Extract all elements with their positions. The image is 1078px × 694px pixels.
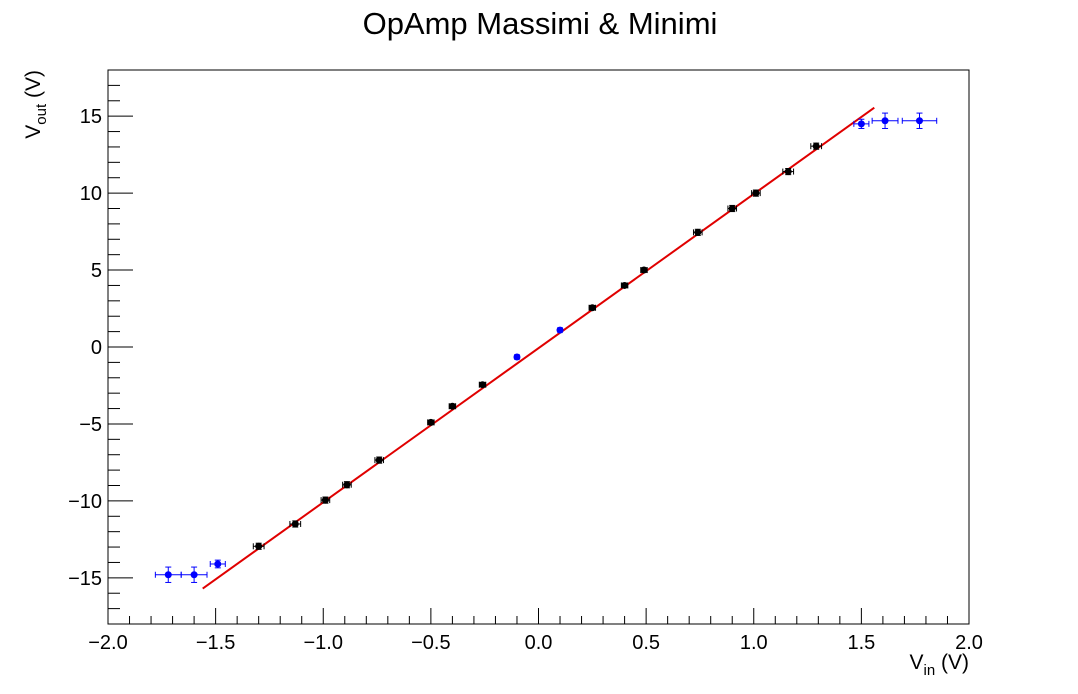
data-point — [556, 326, 564, 334]
marker — [881, 117, 889, 125]
marker — [291, 520, 299, 528]
marker — [190, 571, 198, 579]
data-point — [478, 381, 487, 389]
data-point — [154, 566, 182, 583]
data-point — [640, 266, 648, 274]
x-tick-label: −2.0 — [88, 632, 127, 654]
x-tick-label: −1.5 — [196, 632, 235, 654]
data-point — [374, 456, 385, 464]
marker — [812, 142, 820, 150]
x-tick-label: −0.5 — [411, 632, 450, 654]
marker — [321, 496, 329, 504]
y-axis-label-sub: out — [33, 103, 50, 125]
data-point — [180, 566, 208, 583]
marker — [640, 266, 648, 274]
data-point — [448, 402, 457, 410]
data-point — [513, 353, 521, 361]
y-axis-label: Vout (V) — [22, 70, 50, 139]
data-point — [209, 559, 226, 569]
marker — [164, 571, 172, 579]
marker — [621, 281, 629, 289]
x-axis-label-main: V — [909, 651, 923, 674]
x-tick-label: 0.5 — [632, 632, 660, 654]
data-point — [320, 496, 331, 504]
data-point — [342, 481, 352, 489]
y-tick-label: −10 — [68, 491, 102, 513]
data-point — [751, 189, 761, 197]
marker — [448, 402, 456, 410]
y-tick-label: 15 — [80, 106, 102, 128]
x-axis-label-unit: (V) — [935, 651, 969, 674]
data-point — [853, 118, 870, 129]
marker — [784, 168, 792, 176]
data-point — [588, 304, 597, 312]
data-point — [252, 542, 265, 550]
marker — [479, 381, 487, 389]
y-tick-label: −5 — [79, 414, 102, 436]
marker — [214, 560, 222, 568]
marker — [588, 304, 596, 312]
y-tick-label: 5 — [91, 260, 102, 282]
x-axis-label-sub: in — [923, 662, 935, 679]
data-point — [692, 228, 703, 236]
marker — [556, 326, 564, 334]
x-tick-label: 2.0 — [955, 632, 983, 654]
marker — [752, 189, 760, 197]
y-axis-label-main: V — [22, 125, 45, 139]
marker — [375, 456, 383, 464]
x-tick-label: 1.5 — [847, 632, 875, 654]
marker — [857, 120, 865, 128]
data-point — [901, 112, 938, 129]
data-points — [154, 112, 938, 583]
fit-line — [202, 106, 875, 590]
y-tick-label: 10 — [80, 183, 102, 205]
x-axis-label: Vin (V) — [909, 651, 969, 679]
data-point — [810, 142, 823, 150]
marker — [915, 117, 923, 125]
y-tick-label: −15 — [68, 568, 102, 590]
marker — [343, 481, 351, 489]
x-tick-label: 0.0 — [525, 632, 553, 654]
data-point — [727, 204, 738, 213]
marker — [728, 205, 736, 212]
marker — [255, 542, 263, 550]
data-point — [289, 520, 302, 528]
x-tick-label: −1.0 — [304, 632, 343, 654]
data-point — [782, 167, 795, 176]
y-tick-label: 0 — [91, 337, 102, 359]
axes: −2.0 −1.5 −1.0 −0.5 0.0 0.5 1.0 1.5 2.0 −15 −10 −5 0… — [68, 84, 983, 654]
marker — [513, 353, 521, 361]
chart-title: OpAmp Massimi & Minimi — [363, 6, 718, 41]
marker — [427, 418, 435, 426]
data-point — [871, 112, 899, 129]
data-point — [427, 418, 435, 426]
marker — [694, 228, 702, 236]
y-axis-label-unit: (V) — [22, 70, 45, 104]
fit-line-group — [202, 106, 875, 590]
data-point — [620, 281, 629, 289]
x-tick-label: 1.0 — [740, 632, 768, 654]
